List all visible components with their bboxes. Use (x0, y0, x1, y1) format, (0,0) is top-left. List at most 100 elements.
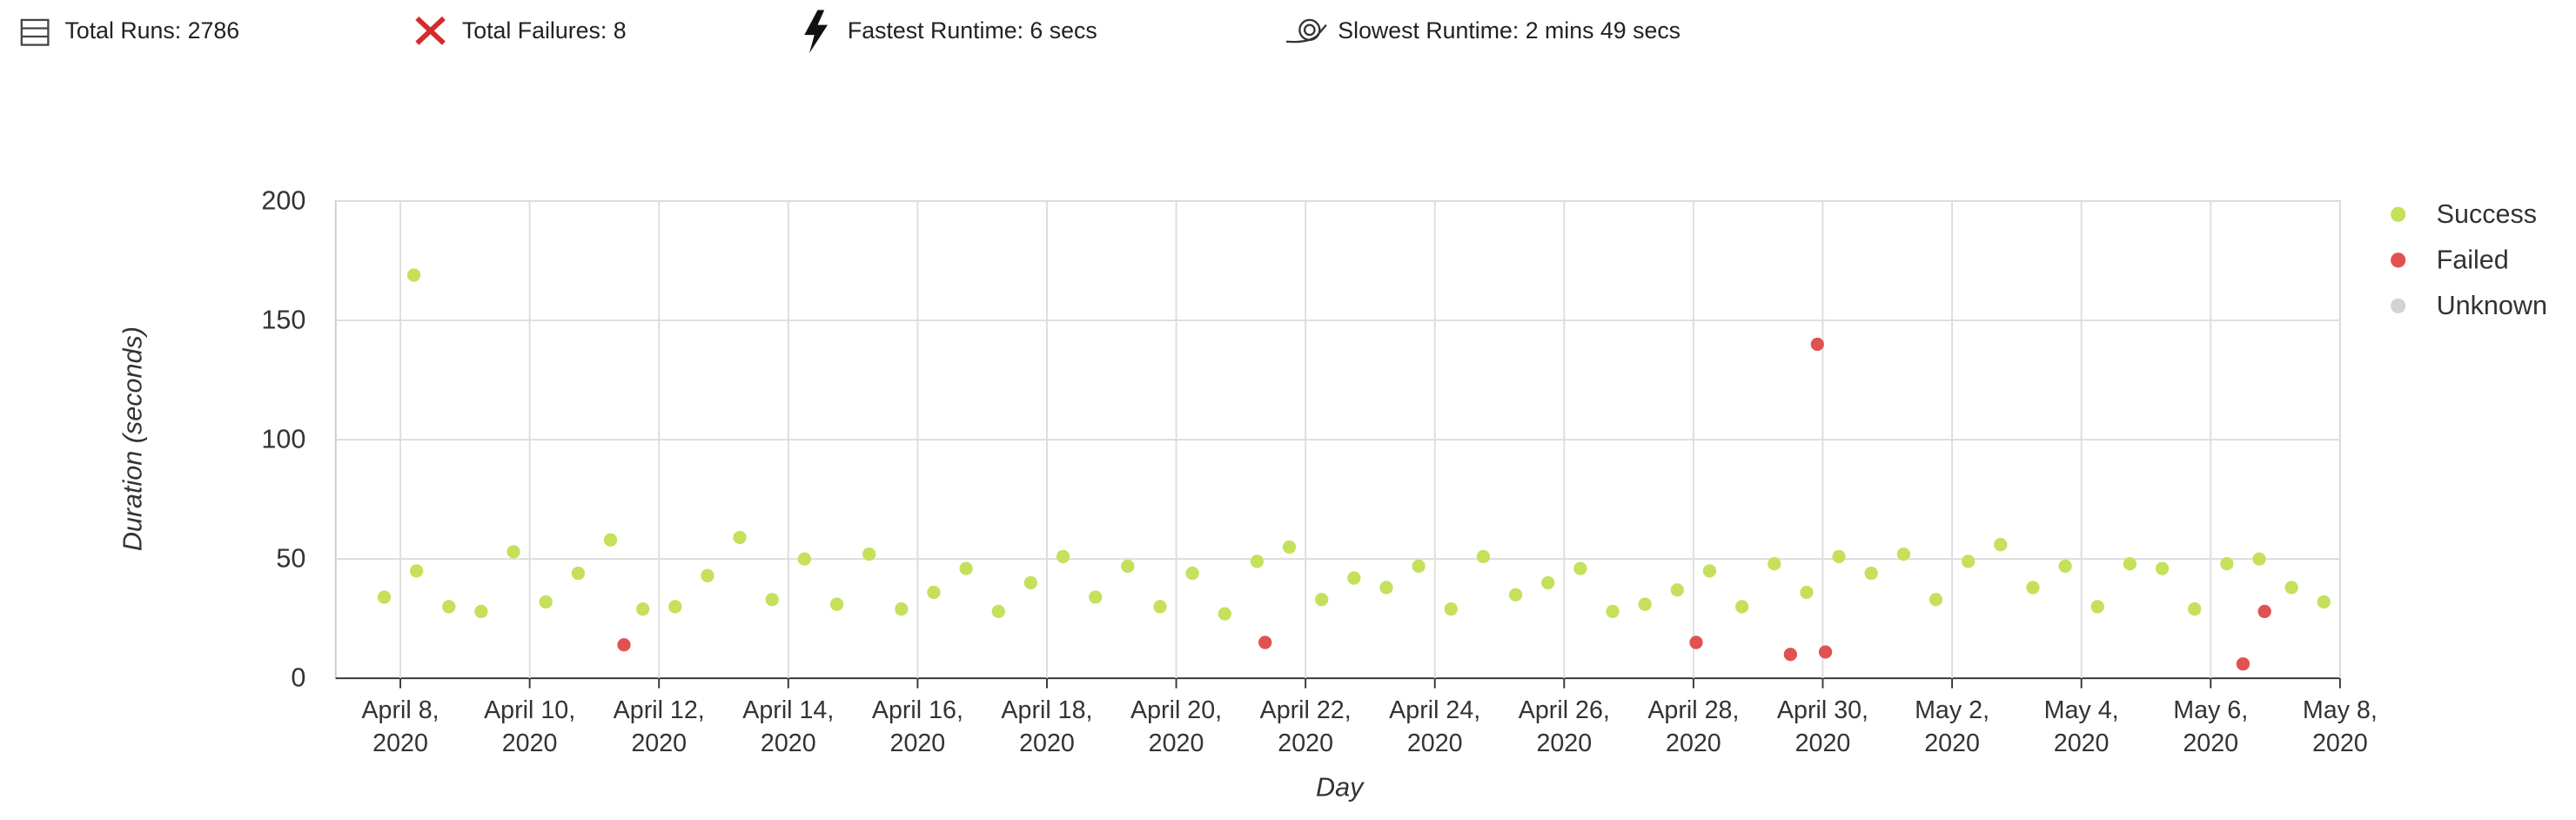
legend-marker (2391, 206, 2406, 222)
y-tick-label: 200 (261, 186, 305, 216)
point (1056, 549, 1070, 564)
x-tick-label: May 8, 2020 (2302, 696, 2378, 758)
point (442, 600, 456, 614)
point (1810, 337, 1824, 352)
legend-label: Success (2437, 199, 2537, 229)
point (2252, 552, 2266, 566)
point (1994, 538, 2008, 552)
point (1573, 561, 1587, 575)
point (2188, 602, 2202, 616)
point (959, 561, 973, 575)
point (1689, 635, 1703, 649)
point (2284, 581, 2298, 595)
x-tick-label: May 6, 2020 (2173, 696, 2249, 758)
y-tick-label: 0 (291, 663, 305, 693)
point (406, 268, 421, 282)
point (539, 595, 553, 609)
point (991, 604, 1005, 619)
point (668, 600, 682, 614)
point (1702, 564, 1717, 578)
point (636, 602, 650, 616)
stat-total-failures: Total Failures: 8 (461, 17, 627, 44)
x-tick-label: April 16, 2020 (871, 696, 963, 758)
point (701, 568, 714, 582)
point (895, 602, 909, 616)
x-tick-label: April 10, 2020 (484, 696, 576, 758)
y-tick-label: 50 (276, 544, 305, 574)
point (2123, 556, 2137, 571)
x-tick-label: April 8, 2020 (361, 696, 439, 758)
point (2257, 604, 2271, 619)
point (1444, 602, 1458, 616)
point (2317, 595, 2331, 609)
point (2090, 600, 2104, 614)
point (1476, 549, 1491, 564)
point (1541, 575, 1555, 590)
point (1218, 607, 1231, 621)
x-axis-title: Day (1316, 773, 1365, 803)
point (1379, 581, 1393, 595)
stat-total-runs: Total Runs: 2786 (64, 17, 240, 44)
x-tick-label: April 12, 2020 (613, 696, 705, 758)
x-tick-label: April 24, 2020 (1389, 696, 1481, 758)
icon-failures (415, 16, 446, 45)
point (862, 548, 876, 561)
x-tick-label: April 26, 2020 (1518, 696, 1610, 758)
x-tick-label: April 28, 2020 (1647, 696, 1740, 758)
point (1121, 559, 1135, 573)
x-tick-label: April 22, 2020 (1259, 696, 1352, 758)
legend-marker (2391, 252, 2406, 268)
stat-fastest: Fastest Runtime: 6 secs (847, 17, 1097, 44)
point (1606, 604, 1620, 619)
point (1864, 566, 1878, 581)
point (1818, 645, 1833, 659)
point (571, 566, 585, 581)
point (2058, 559, 2072, 573)
point (765, 593, 779, 607)
point (1185, 566, 1199, 581)
point (1929, 593, 1943, 607)
x-tick-label: May 2, 2020 (1915, 696, 1990, 758)
point (1768, 556, 1781, 571)
point (2155, 561, 2170, 575)
point (733, 530, 747, 545)
y-tick-label: 100 (261, 425, 305, 454)
point (474, 604, 488, 619)
icon-fastest (804, 10, 828, 54)
point (1896, 548, 1910, 561)
point (1258, 635, 1272, 649)
point (797, 552, 812, 566)
point (927, 585, 941, 600)
point (617, 638, 631, 652)
point (506, 545, 520, 559)
x-tick-label: April 20, 2020 (1130, 696, 1223, 758)
stat-slowest: Slowest Runtime: 2 mins 49 secs (1338, 17, 1681, 44)
x-tick-label: May 4, 2020 (2043, 696, 2119, 758)
y-tick-label: 150 (261, 306, 305, 335)
point (2026, 581, 2040, 595)
x-tick-label: April 30, 2020 (1776, 696, 1869, 758)
legend-marker (2391, 298, 2406, 313)
x-tick-label: April 14, 2020 (742, 696, 835, 758)
point (1023, 575, 1038, 590)
icon-runs (20, 18, 50, 46)
point (1153, 600, 1167, 614)
point (829, 597, 844, 611)
point (409, 564, 424, 578)
point (1832, 549, 1846, 564)
point (1412, 559, 1426, 573)
point (1508, 588, 1523, 602)
point (377, 590, 392, 604)
point (1315, 593, 1329, 607)
legend-label: Unknown (2437, 291, 2547, 320)
point (1670, 583, 1684, 597)
y-axis-title: Duration (seconds) (117, 326, 147, 551)
legend-label: Failed (2437, 245, 2509, 274)
point (1734, 600, 1749, 614)
point (1800, 585, 1814, 600)
point (1347, 571, 1361, 585)
x-tick-label: April 18, 2020 (1001, 696, 1093, 758)
point (2220, 556, 2234, 571)
